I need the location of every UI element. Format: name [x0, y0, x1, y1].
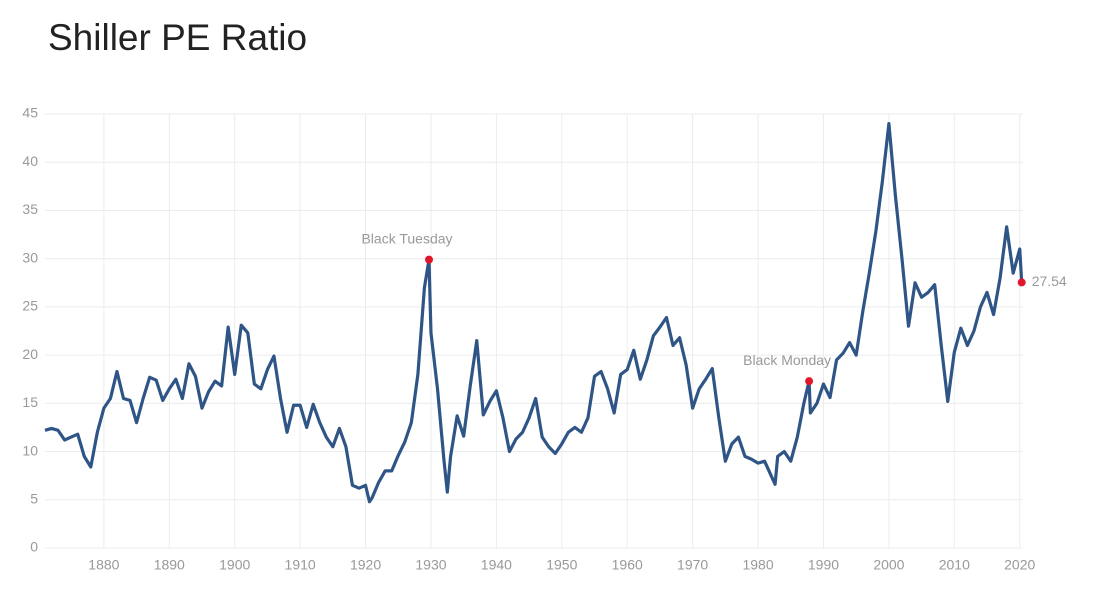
x-tick-label: 2000 — [873, 557, 904, 573]
x-tick-label: 1880 — [88, 557, 119, 573]
x-tick-label: 1920 — [350, 557, 381, 573]
annotation-point — [805, 377, 814, 386]
y-tick-label: 5 — [30, 490, 38, 506]
x-tick-label: 1980 — [742, 557, 773, 573]
x-tick-label: 1970 — [677, 557, 708, 573]
y-tick-label: 0 — [30, 539, 38, 555]
series-line — [44, 122, 1024, 504]
y-tick-label: 25 — [22, 298, 38, 314]
y-tick-label: 40 — [22, 153, 38, 169]
y-tick-label: 20 — [22, 346, 38, 362]
y-tick-label: 15 — [22, 394, 38, 410]
x-tick-label: 1950 — [546, 557, 577, 573]
annotation-point — [1017, 278, 1026, 287]
chart-title: Shiller PE Ratio — [48, 17, 307, 58]
annotation-label: Black Tuesday — [361, 230, 452, 246]
x-tick-label: 1930 — [415, 557, 446, 573]
x-tick-label: 1990 — [808, 557, 839, 573]
x-tick-label: 2020 — [1004, 557, 1035, 573]
annotation-label: 27.54 — [1032, 273, 1067, 289]
y-tick-label: 35 — [22, 201, 38, 217]
annotation-point — [425, 255, 434, 264]
x-tick-label: 1910 — [285, 557, 316, 573]
annotation-label: Black Monday — [743, 352, 831, 368]
y-tick-label: 45 — [22, 105, 38, 121]
x-tick-label: 1900 — [219, 557, 250, 573]
x-tick-label: 1940 — [481, 557, 512, 573]
x-tick-label: 1960 — [612, 557, 643, 573]
y-tick-label: 30 — [22, 249, 38, 265]
x-tick-label: 1890 — [154, 557, 185, 573]
x-tick-label: 2010 — [939, 557, 970, 573]
y-tick-label: 10 — [22, 442, 38, 458]
